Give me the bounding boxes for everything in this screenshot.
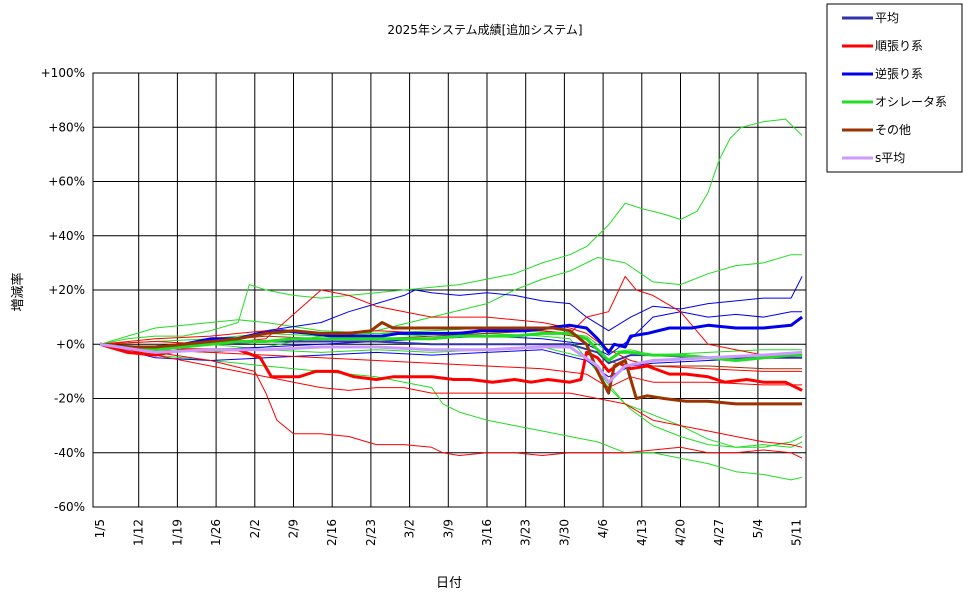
y-tick-label: +40% — [48, 229, 85, 243]
series-line-trend-sub — [99, 343, 803, 389]
x-tick-label: 2/23 — [364, 519, 378, 546]
x-tick-label: 4/27 — [712, 519, 726, 546]
y-axis-ticks: +100% +80% +60% +40% +20% +0% -20% -40% -60% — [41, 66, 85, 514]
y-tick-label: +80% — [48, 120, 85, 134]
x-tick-label: 3/9 — [441, 519, 455, 538]
y-tick-label: +60% — [48, 175, 85, 189]
series-line-other — [99, 321, 803, 406]
y-tick-label: -40% — [54, 446, 85, 460]
x-tick-label: 2/9 — [287, 519, 301, 538]
x-axis-title: 日付 — [436, 576, 462, 591]
series-layer — [99, 118, 803, 481]
series-line-reverse-sub — [99, 276, 803, 351]
legend-label-oscillator: オシレータ系 — [875, 95, 947, 109]
series-line-oscillator-sub — [99, 343, 803, 481]
y-tick-label: -20% — [54, 392, 85, 406]
y-axis-title: 増減率 — [10, 272, 26, 311]
series-line-s_average — [99, 342, 803, 384]
plot-frame — [92, 72, 807, 508]
x-tick-label: 4/6 — [596, 519, 610, 538]
x-tick-label: 2/2 — [248, 519, 262, 538]
series-line-oscillator — [99, 331, 803, 362]
y-tick-label: +20% — [48, 283, 85, 297]
x-tick-label: 5/4 — [751, 519, 765, 538]
y-tick-label: +0% — [56, 337, 85, 351]
legend-label-average: 平均 — [875, 11, 899, 25]
legend-label-s_average: s平均 — [875, 151, 905, 165]
x-tick-label: 1/5 — [93, 519, 107, 538]
legend-label-other: その他 — [875, 123, 911, 137]
x-tick-label: 4/13 — [635, 519, 649, 546]
legend-label-reverse: 逆張り系 — [875, 66, 923, 81]
series-line-trend — [99, 342, 803, 392]
y-tick-label: -60% — [54, 500, 85, 514]
series-line-reverse-sub — [99, 343, 803, 378]
x-tick-label: 4/20 — [674, 519, 688, 546]
legend-frame — [826, 3, 963, 173]
series-line-trend-sub — [99, 343, 803, 448]
x-tick-label: 1/19 — [170, 519, 184, 546]
y-tick-label: +100% — [41, 66, 85, 80]
x-tick-label: 3/16 — [480, 519, 494, 546]
series-line-reverse — [99, 315, 803, 354]
x-tick-label: 1/26 — [209, 519, 223, 546]
legend-label-trend: 順張り系 — [875, 39, 923, 53]
x-tick-label: 5/11 — [790, 519, 804, 546]
x-tick-label: 1/12 — [132, 519, 146, 546]
x-tick-label: 3/30 — [557, 519, 571, 546]
x-tick-label: 2/16 — [325, 519, 339, 546]
series-line-trend-sub — [99, 343, 803, 459]
x-tick-label: 3/23 — [519, 519, 533, 546]
x-tick-label: 3/2 — [403, 519, 417, 538]
x-axis-ticks: 1/5 1/12 1/19 1/26 2/2 2/9 2/16 2/23 3/2 3/9 3/16 3… — [93, 519, 804, 546]
series-line-oscillator-sub — [99, 118, 803, 345]
chart-title: 2025年システム成績[追加システム] — [387, 22, 582, 37]
series-line-oscillator-sub — [99, 254, 803, 353]
